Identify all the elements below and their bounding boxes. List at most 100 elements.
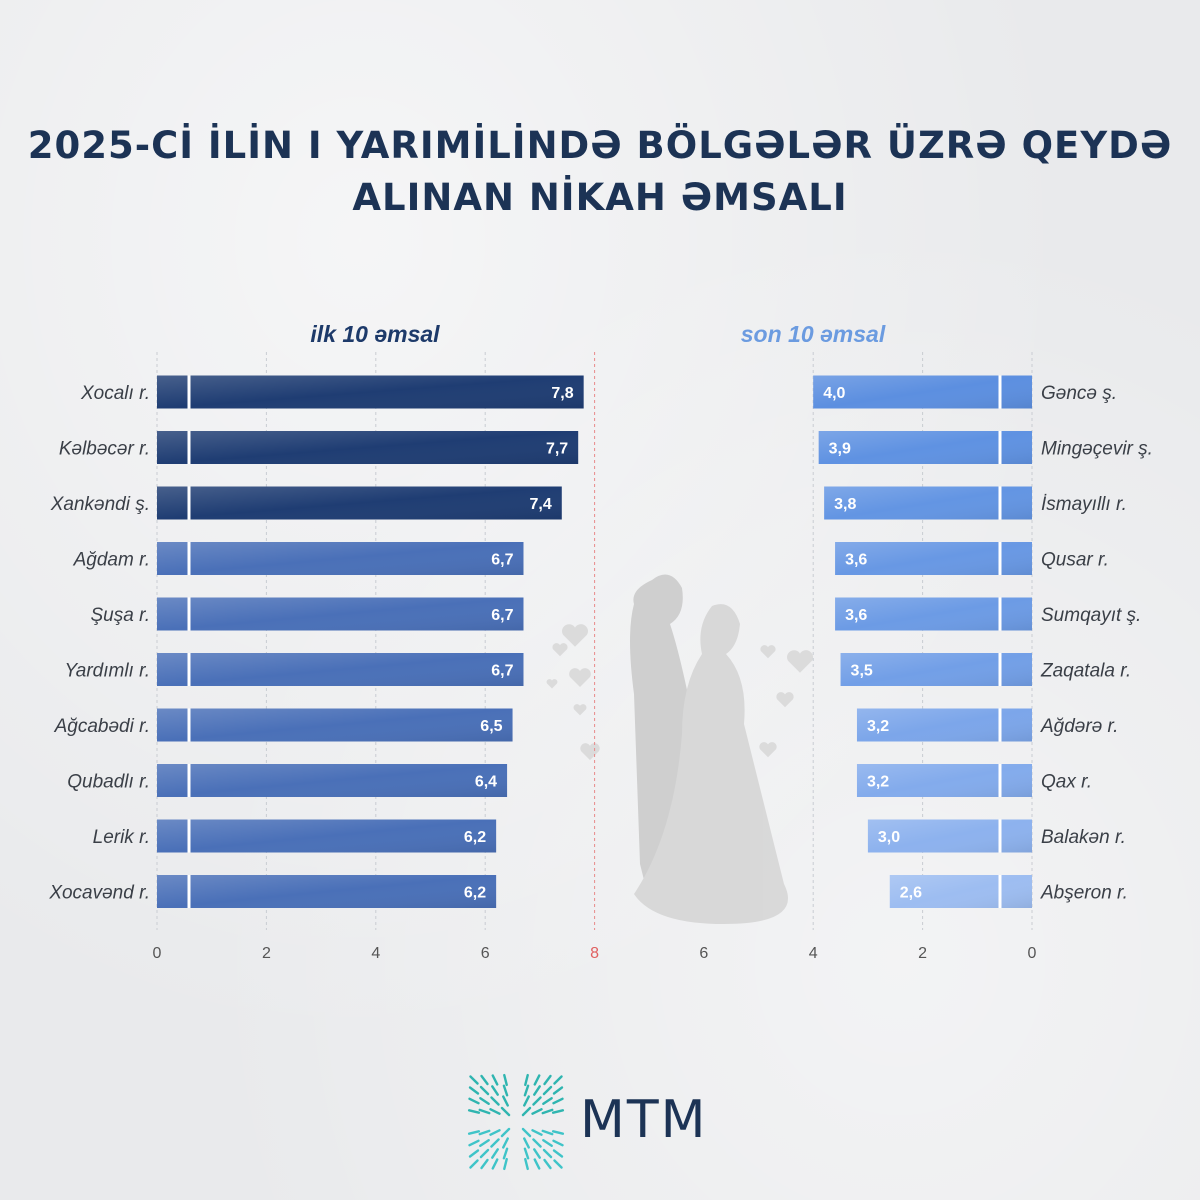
logo-stroke bbox=[523, 1095, 530, 1107]
logo-stroke bbox=[490, 1096, 500, 1106]
left-bar-group bbox=[157, 431, 579, 464]
logo-stroke bbox=[500, 1106, 511, 1117]
right-value-label: 3,8 bbox=[834, 496, 856, 513]
left-value-label: 6,2 bbox=[464, 885, 486, 902]
logo-stroke bbox=[467, 1130, 481, 1135]
left-bar-sheen bbox=[157, 375, 584, 409]
heart-icon bbox=[552, 643, 568, 657]
right-bar-sheen bbox=[856, 708, 1032, 742]
logo-stroke bbox=[491, 1085, 499, 1096]
right-bar-group bbox=[813, 375, 1032, 409]
left-bar-sheen bbox=[157, 653, 524, 686]
right-category-label: Gəncə ş. bbox=[1041, 383, 1117, 404]
logo-stroke bbox=[531, 1108, 543, 1115]
right-category-label: Mingəçevir ş. bbox=[1041, 439, 1153, 460]
right-bar-group bbox=[889, 875, 1032, 908]
right-value-label: 3,2 bbox=[867, 718, 889, 735]
left-category-label: Qubadlı r. bbox=[67, 772, 150, 793]
logo-stroke bbox=[543, 1074, 552, 1086]
logo-stroke bbox=[480, 1074, 489, 1086]
logo-stroke bbox=[469, 1159, 479, 1169]
logo-stroke bbox=[500, 1127, 511, 1138]
logo-stroke bbox=[532, 1096, 542, 1106]
heart-icon bbox=[776, 692, 794, 708]
logo-stroke bbox=[468, 1086, 480, 1095]
right-value-label: 3,2 bbox=[867, 774, 889, 791]
left-category-label: Kəlbəcər r. bbox=[59, 439, 150, 460]
left-bar-group bbox=[157, 542, 524, 575]
right-category-label: Ağdərə r. bbox=[1040, 716, 1118, 737]
logo-stroke bbox=[553, 1075, 563, 1085]
right-tick-label: 2 bbox=[918, 945, 927, 962]
right-tick-label: 6 bbox=[699, 945, 708, 962]
title-line-2: ALINAN NİKAH ƏMSALI bbox=[352, 176, 848, 219]
right-category-label: Balakən r. bbox=[1041, 827, 1126, 848]
logo-stroke bbox=[552, 1149, 564, 1158]
right-bar-sheen bbox=[813, 375, 1032, 409]
heart-icon bbox=[546, 679, 558, 689]
left-bar-sheen bbox=[157, 486, 562, 520]
right-bar-sheen bbox=[867, 819, 1032, 853]
logo-stroke bbox=[478, 1108, 491, 1115]
logo-stroke bbox=[552, 1097, 564, 1105]
logo-stroke bbox=[542, 1148, 553, 1159]
logo-stroke bbox=[552, 1086, 564, 1095]
left-bar-sheen bbox=[157, 819, 497, 853]
logo-stroke bbox=[479, 1097, 490, 1105]
left-tick-label: 6 bbox=[481, 945, 490, 962]
logo-stroke bbox=[533, 1158, 541, 1170]
left-bar-sheen bbox=[157, 542, 524, 575]
left-category-label: Ağcabədi r. bbox=[54, 716, 150, 737]
left-bar-group bbox=[157, 375, 584, 409]
right-panel-title: son 10 əmsal bbox=[741, 321, 886, 347]
left-bar-group bbox=[157, 653, 524, 686]
left-value-label: 6,5 bbox=[480, 718, 502, 735]
logo-stroke bbox=[479, 1085, 490, 1096]
brand-logo-icon bbox=[467, 1073, 565, 1171]
right-bar-group bbox=[835, 542, 1032, 575]
right-value-label: 3,9 bbox=[829, 441, 851, 458]
left-bar-group bbox=[157, 708, 513, 742]
logo-stroke bbox=[523, 1137, 530, 1149]
right-category-label: Zaqatala r. bbox=[1040, 661, 1131, 682]
left-tick-label: 2 bbox=[262, 945, 271, 962]
right-category-label: Sumqayıt ş. bbox=[1041, 605, 1141, 626]
left-category-label: Şuşa r. bbox=[91, 605, 151, 626]
logo-stroke bbox=[533, 1085, 541, 1096]
heart-icon bbox=[759, 742, 777, 758]
right-category-label: Qax r. bbox=[1041, 772, 1092, 793]
heart-icon bbox=[787, 650, 813, 673]
right-tick-label: 4 bbox=[809, 945, 818, 962]
right-tick-label: 0 bbox=[1028, 945, 1037, 962]
logo-stroke bbox=[502, 1095, 509, 1107]
logo-stroke bbox=[468, 1139, 480, 1147]
logo-stroke bbox=[489, 1129, 501, 1136]
logo-stroke bbox=[491, 1148, 499, 1159]
logo-stroke bbox=[468, 1097, 480, 1105]
logo-stroke bbox=[468, 1149, 480, 1158]
logo-stroke bbox=[551, 1130, 565, 1135]
right-category-label: İsmayıllı r. bbox=[1041, 494, 1127, 515]
heart-icon bbox=[760, 645, 776, 659]
left-category-label: Lerik r. bbox=[93, 827, 150, 848]
logo-stroke bbox=[533, 1148, 541, 1159]
left-tick-label: 4 bbox=[371, 945, 380, 962]
left-tick-label: 8 bbox=[590, 945, 599, 962]
heart-icon bbox=[569, 668, 591, 687]
logo-stroke bbox=[523, 1147, 530, 1160]
left-value-label: 6,7 bbox=[491, 552, 513, 569]
left-bar-sheen bbox=[157, 764, 508, 797]
logo-stroke bbox=[491, 1074, 499, 1086]
logo-stroke bbox=[542, 1085, 553, 1096]
left-bar-sheen bbox=[157, 875, 497, 908]
right-bar-group bbox=[818, 431, 1032, 464]
right-bar-group bbox=[824, 486, 1032, 520]
right-value-label: 3,5 bbox=[851, 663, 873, 680]
left-bar-group bbox=[157, 597, 524, 631]
logo-stroke bbox=[491, 1158, 499, 1170]
right-value-label: 3,6 bbox=[845, 552, 867, 569]
logo-stroke bbox=[524, 1073, 529, 1087]
heart-icon bbox=[573, 704, 587, 716]
logo-stroke bbox=[542, 1097, 553, 1105]
